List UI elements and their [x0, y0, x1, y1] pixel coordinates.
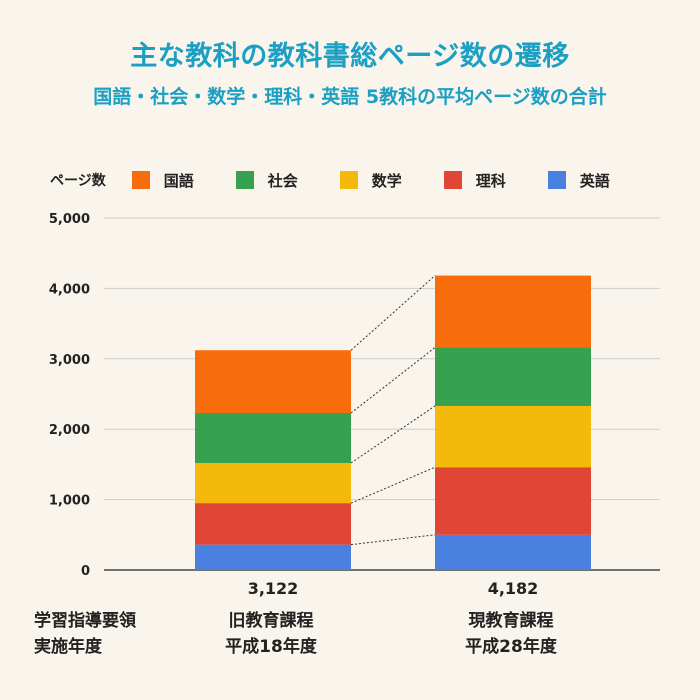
category-label: 現教育課程 平成28年度: [421, 608, 601, 660]
bar-segment: [195, 503, 351, 545]
connector-line: [350, 466, 436, 504]
legend-label: 英語: [579, 171, 610, 190]
legend-item: 理科: [443, 170, 506, 191]
y-tick-label: 1,000: [49, 494, 90, 509]
legend-item: 社会: [235, 170, 298, 191]
bar-segment: [195, 544, 351, 570]
bar-segment: [195, 350, 351, 414]
connector-line: [350, 275, 436, 351]
legend-swatch: [547, 171, 566, 189]
legend-item: 数学: [339, 170, 402, 191]
chart-subtitle: 国語・社会・数学・理科・英語 5教科の平均ページ数の合計: [93, 86, 607, 108]
chart-title: 主な教科の教科書総ページ数の遷移: [130, 41, 570, 72]
y-tick-label: 5,000: [49, 212, 90, 227]
bar-segment: [195, 462, 351, 504]
category-label-line: 平成28年度: [465, 637, 557, 657]
row-header-line: 学習指導要領: [34, 611, 136, 631]
legend-swatch: [339, 171, 358, 189]
legend-swatch: [235, 171, 254, 189]
category-label-line: 現教育課程: [468, 611, 554, 631]
bar-segment: [435, 405, 591, 468]
y-tick-label: 4,000: [49, 282, 90, 297]
y-tick-label: 0: [81, 564, 90, 579]
row-header-line: 実施年度: [34, 637, 102, 657]
y-tick-label: 2,000: [49, 423, 90, 438]
legend-label: 理科: [475, 171, 506, 190]
category-label: 旧教育課程 平成18年度: [181, 608, 361, 660]
bar-segment: [195, 413, 351, 463]
bar-total-label: 3,122: [247, 579, 299, 598]
legend-item: 国語: [131, 170, 194, 191]
legend: ページ数 国語 社会 数学 理科 英語: [50, 168, 652, 192]
legend-label: 社会: [267, 171, 298, 190]
legend-title: ページ数: [50, 173, 106, 189]
legend-item: 英語: [547, 170, 610, 191]
category-label-line: 旧教育課程: [228, 611, 314, 631]
bar-segment: [435, 534, 591, 570]
legend-swatch: [131, 171, 150, 189]
category-label-line: 平成18年度: [225, 637, 317, 657]
connector-line: [350, 405, 436, 464]
bar-segment: [435, 467, 591, 535]
legend-swatch: [443, 171, 462, 189]
row-header: 学習指導要領 実施年度: [34, 608, 136, 660]
y-tick-label: 3,000: [49, 353, 90, 368]
bar-segment: [435, 275, 591, 348]
connector-line: [350, 534, 436, 546]
bar-total-label: 4,182: [487, 579, 539, 598]
bar-segment: [435, 347, 591, 406]
connector-line: [350, 347, 436, 414]
legend-label: 国語: [163, 171, 194, 190]
legend-label: 数学: [371, 171, 402, 190]
